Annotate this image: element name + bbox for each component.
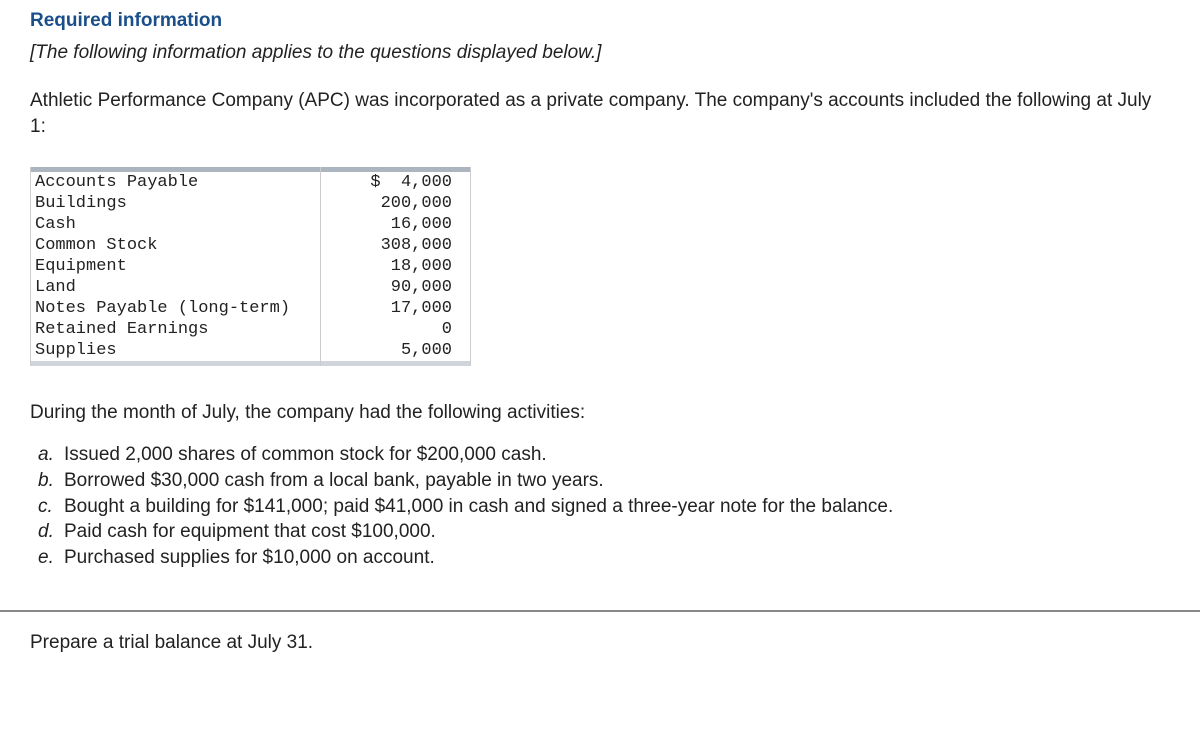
table-row: Land90,000 <box>31 277 471 298</box>
list-text: Purchased supplies for $10,000 on accoun… <box>64 545 435 571</box>
account-name: Accounts Payable <box>31 172 321 193</box>
account-value: 90,000 <box>321 277 471 298</box>
account-name: Notes Payable (long-term) <box>31 298 321 319</box>
account-value: $ 4,000 <box>321 172 471 193</box>
account-value: 200,000 <box>321 193 471 214</box>
instruction-text: [The following information applies to th… <box>30 42 1170 64</box>
required-information-heading: Required information <box>30 10 1170 32</box>
section-divider <box>0 610 1200 612</box>
table-row: Accounts Payable$ 4,000 <box>31 172 471 193</box>
table-row: Cash16,000 <box>31 214 471 235</box>
accounts-table: Accounts Payable$ 4,000 Buildings200,000… <box>30 167 471 366</box>
list-text: Bought a building for $141,000; paid $41… <box>64 494 893 520</box>
list-item: d.Paid cash for equipment that cost $100… <box>38 519 1170 545</box>
list-text: Paid cash for equipment that cost $100,0… <box>64 519 436 545</box>
account-name: Equipment <box>31 256 321 277</box>
table-row: Supplies5,000 <box>31 340 471 361</box>
list-marker: c. <box>38 494 64 520</box>
question-prompt: Prepare a trial balance at July 31. <box>30 632 1170 654</box>
account-name: Buildings <box>31 193 321 214</box>
account-value: 18,000 <box>321 256 471 277</box>
account-value: 308,000 <box>321 235 471 256</box>
account-name: Common Stock <box>31 235 321 256</box>
account-value: 16,000 <box>321 214 471 235</box>
account-value: 5,000 <box>321 340 471 361</box>
table-row: Equipment18,000 <box>31 256 471 277</box>
list-item: b.Borrowed $30,000 cash from a local ban… <box>38 468 1170 494</box>
list-marker: d. <box>38 519 64 545</box>
account-name: Land <box>31 277 321 298</box>
list-item: a.Issued 2,000 shares of common stock fo… <box>38 442 1170 468</box>
account-name: Cash <box>31 214 321 235</box>
activities-list: a.Issued 2,000 shares of common stock fo… <box>30 442 1170 570</box>
activities-intro: During the month of July, the company ha… <box>30 402 1170 424</box>
list-marker: b. <box>38 468 64 494</box>
account-name: Supplies <box>31 340 321 361</box>
list-marker: a. <box>38 442 64 468</box>
table-row: Notes Payable (long-term)17,000 <box>31 298 471 319</box>
list-marker: e. <box>38 545 64 571</box>
list-text: Issued 2,000 shares of common stock for … <box>64 442 547 468</box>
account-value: 17,000 <box>321 298 471 319</box>
account-name: Retained Earnings <box>31 319 321 340</box>
list-item: e.Purchased supplies for $10,000 on acco… <box>38 545 1170 571</box>
table-row: Common Stock308,000 <box>31 235 471 256</box>
list-item: c.Bought a building for $141,000; paid $… <box>38 494 1170 520</box>
intro-paragraph: Athletic Performance Company (APC) was i… <box>30 88 1170 139</box>
account-value: 0 <box>321 319 471 340</box>
list-text: Borrowed $30,000 cash from a local bank,… <box>64 468 604 494</box>
table-row: Buildings200,000 <box>31 193 471 214</box>
table-row: Retained Earnings0 <box>31 319 471 340</box>
